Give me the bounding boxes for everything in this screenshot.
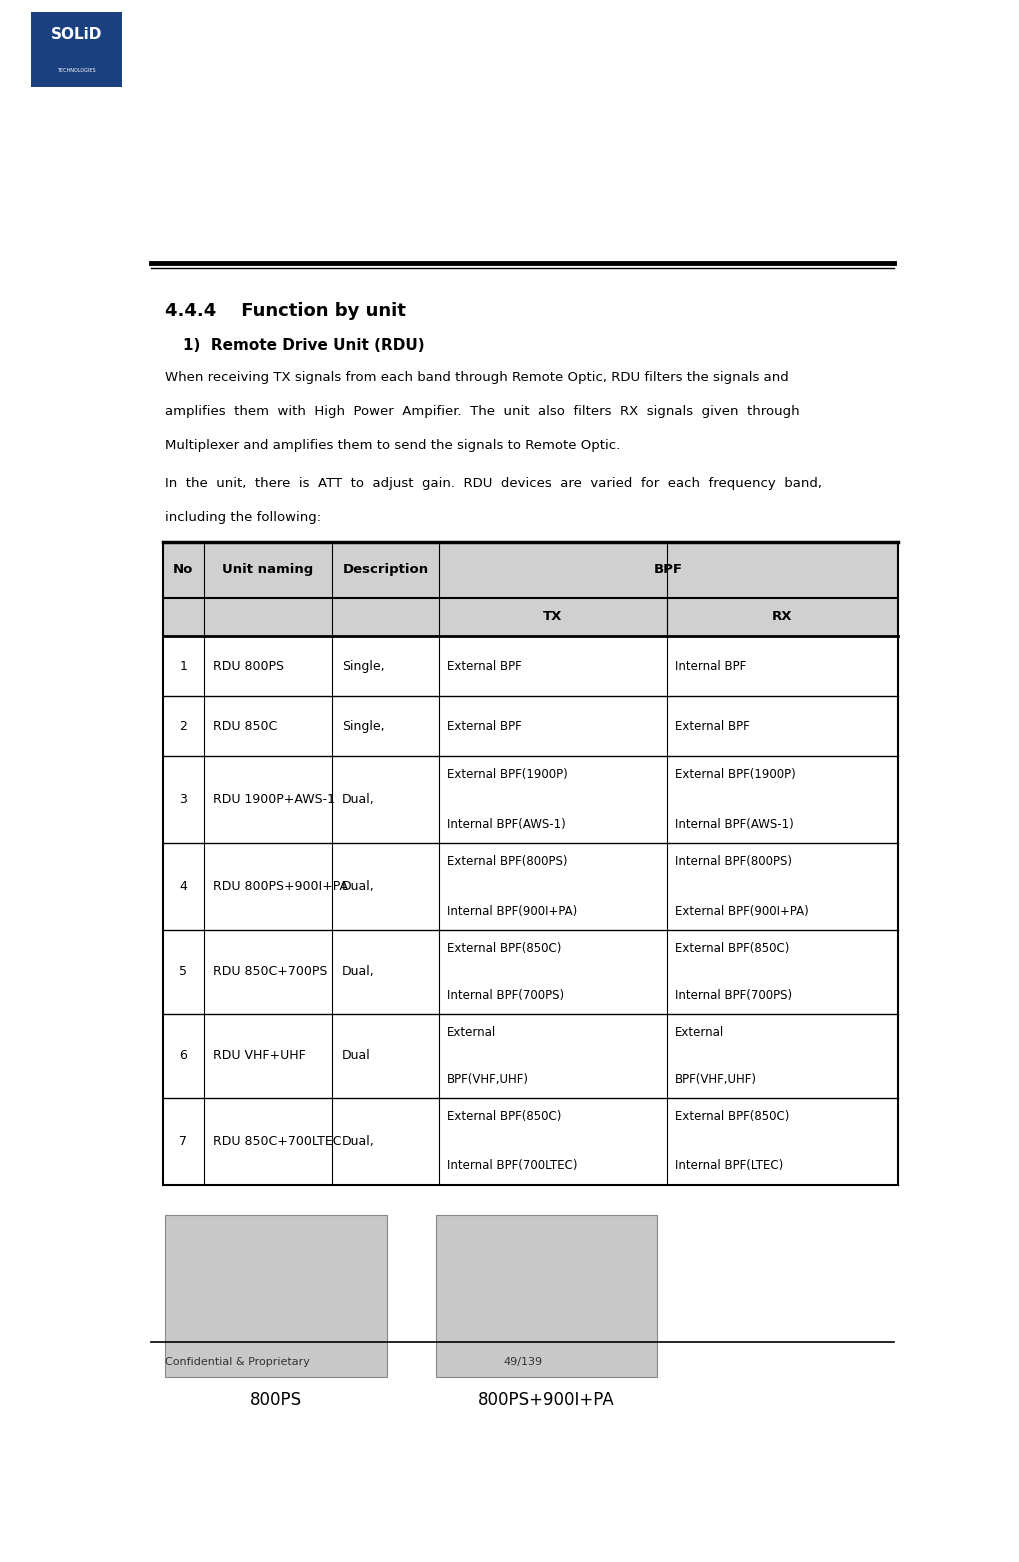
Text: Dual,: Dual, <box>341 879 374 893</box>
Text: External BPF(850C): External BPF(850C) <box>674 942 788 954</box>
Bar <box>163 598 204 636</box>
Text: Internal BPF(700LTEC): Internal BPF(700LTEC) <box>446 1159 577 1173</box>
Text: Internal BPF(LTEC): Internal BPF(LTEC) <box>674 1159 782 1173</box>
Text: Dual,: Dual, <box>341 793 374 806</box>
Text: RDU 1900P+AWS-1: RDU 1900P+AWS-1 <box>213 793 334 806</box>
Text: 800PS+900I+PA: 800PS+900I+PA <box>478 1392 614 1409</box>
Text: SOLiD: SOLiD <box>51 28 102 42</box>
Text: 4.4.4    Function by unit: 4.4.4 Function by unit <box>165 301 406 320</box>
Text: External BPF: External BPF <box>446 720 521 733</box>
Bar <box>438 598 666 636</box>
Text: External BPF(1900P): External BPF(1900P) <box>446 769 567 781</box>
Text: 1: 1 <box>179 659 187 673</box>
Text: 5: 5 <box>179 965 187 978</box>
Bar <box>163 542 204 598</box>
Text: 2: 2 <box>179 720 187 733</box>
Text: 4: 4 <box>179 879 187 893</box>
Text: Internal BPF(800PS): Internal BPF(800PS) <box>674 854 791 868</box>
Bar <box>666 598 898 636</box>
Text: Multiplexer and amplifies them to send the signals to Remote Optic.: Multiplexer and amplifies them to send t… <box>165 439 621 451</box>
Text: Internal BPF(AWS-1): Internal BPF(AWS-1) <box>674 818 793 831</box>
Text: 6: 6 <box>179 1050 187 1062</box>
Text: Dual,: Dual, <box>341 1134 374 1148</box>
Text: 7: 7 <box>179 1134 187 1148</box>
Text: External BPF(800PS): External BPF(800PS) <box>446 854 567 868</box>
Text: RX: RX <box>771 611 792 623</box>
Bar <box>435 1215 656 1378</box>
Text: RDU 850C+700LTEC: RDU 850C+700LTEC <box>213 1134 341 1148</box>
Text: RDU 850C+700PS: RDU 850C+700PS <box>213 965 327 978</box>
Text: External: External <box>446 1026 495 1039</box>
Text: External BPF: External BPF <box>446 659 521 673</box>
Text: RDU VHF+UHF: RDU VHF+UHF <box>213 1050 306 1062</box>
Text: RDU 800PS: RDU 800PS <box>213 659 283 673</box>
Text: Internal BPF(700PS): Internal BPF(700PS) <box>446 989 564 1001</box>
Text: Description: Description <box>342 564 428 576</box>
Bar <box>204 598 332 636</box>
Text: BPF: BPF <box>653 564 683 576</box>
Text: External BPF(850C): External BPF(850C) <box>446 1111 560 1123</box>
Text: 800PS: 800PS <box>250 1392 302 1409</box>
Text: External BPF: External BPF <box>674 720 749 733</box>
Text: External: External <box>674 1026 723 1039</box>
Text: RDU 800PS+900I+PA: RDU 800PS+900I+PA <box>213 879 347 893</box>
Bar <box>204 542 332 598</box>
Text: External BPF(850C): External BPF(850C) <box>446 942 560 954</box>
Text: Dual: Dual <box>341 1050 370 1062</box>
Text: TX: TX <box>542 611 561 623</box>
Text: Internal BPF(700PS): Internal BPF(700PS) <box>674 989 791 1001</box>
Text: 1)  Remote Drive Unit (RDU): 1) Remote Drive Unit (RDU) <box>182 337 424 353</box>
Text: In  the  unit,  there  is  ATT  to  adjust  gain.  RDU  devices  are  varied  fo: In the unit, there is ATT to adjust gain… <box>165 478 821 490</box>
Text: Single,: Single, <box>341 720 384 733</box>
Text: Dual,: Dual, <box>341 965 374 978</box>
Text: 49/139: 49/139 <box>502 1356 542 1367</box>
Bar <box>438 542 898 598</box>
Text: TECHNOLOGIES: TECHNOLOGIES <box>57 69 96 73</box>
Text: Unit naming: Unit naming <box>222 564 313 576</box>
Text: Internal BPF(AWS-1): Internal BPF(AWS-1) <box>446 818 565 831</box>
Text: External BPF(900I+PA): External BPF(900I+PA) <box>674 904 807 917</box>
Text: Confidential & Proprietary: Confidential & Proprietary <box>165 1356 310 1367</box>
Text: External BPF(850C): External BPF(850C) <box>674 1111 788 1123</box>
Text: When receiving TX signals from each band through Remote Optic, RDU filters the s: When receiving TX signals from each band… <box>165 372 789 384</box>
Text: BPF(VHF,UHF): BPF(VHF,UHF) <box>674 1073 756 1086</box>
Text: Internal BPF(900I+PA): Internal BPF(900I+PA) <box>446 904 577 917</box>
Text: RDU 850C: RDU 850C <box>213 720 277 733</box>
Text: BPF(VHF,UHF): BPF(VHF,UHF) <box>446 1073 528 1086</box>
Bar <box>332 598 438 636</box>
Text: including the following:: including the following: <box>165 511 321 523</box>
Text: 3: 3 <box>179 793 187 806</box>
Text: amplifies  them  with  High  Power  Ampifier.  The  unit  also  filters  RX  sig: amplifies them with High Power Ampifier.… <box>165 405 799 419</box>
Text: No: No <box>173 564 194 576</box>
Bar <box>165 1215 386 1378</box>
Bar <box>332 542 438 598</box>
Text: Single,: Single, <box>341 659 384 673</box>
Text: External BPF(1900P): External BPF(1900P) <box>674 769 795 781</box>
Text: Internal BPF: Internal BPF <box>674 659 745 673</box>
